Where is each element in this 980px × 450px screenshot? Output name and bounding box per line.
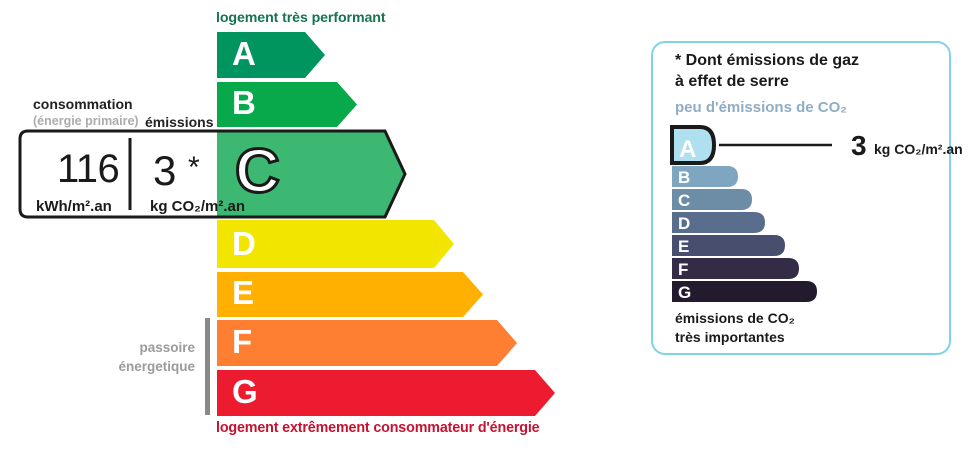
svg-text:C: C bbox=[678, 191, 690, 210]
svg-text:B: B bbox=[232, 84, 256, 121]
svg-text:F: F bbox=[232, 323, 252, 360]
svg-text:D: D bbox=[678, 214, 690, 233]
svg-text:D: D bbox=[232, 225, 256, 262]
svg-text:E: E bbox=[678, 237, 689, 256]
svg-text:F: F bbox=[678, 260, 688, 279]
svg-text:C: C bbox=[235, 137, 280, 206]
svg-text:B: B bbox=[678, 168, 690, 187]
svg-text:A: A bbox=[232, 35, 256, 72]
svg-text:G: G bbox=[678, 283, 691, 302]
svg-text:A: A bbox=[679, 136, 696, 163]
svg-text:E: E bbox=[232, 274, 254, 311]
svg-text:G: G bbox=[232, 373, 258, 410]
